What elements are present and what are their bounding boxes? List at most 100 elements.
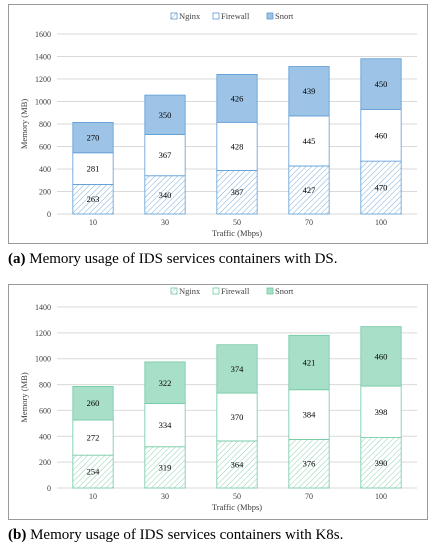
y-tick-label: 1200	[35, 329, 51, 338]
x-tick-label: 10	[89, 492, 97, 501]
legend-swatch-snort	[266, 12, 274, 20]
bar-firewall-50	[216, 392, 258, 442]
legend-swatch-snort	[266, 287, 274, 295]
data-label: 460	[375, 351, 388, 361]
data-label: 427	[303, 185, 316, 195]
legend-label-nginx: Nginx	[179, 286, 201, 296]
chart-b-panel: 0 200 400 600 800 1000 1200 1400 Memory (MB) Traf…	[8, 284, 428, 520]
bar-firewall-10	[72, 419, 114, 456]
data-label: 340	[159, 190, 172, 200]
data-label: 421	[303, 358, 316, 368]
x-tick-label: 70	[305, 218, 313, 227]
y-tick-label: 1000	[35, 98, 51, 107]
x-tick-label: 100	[375, 492, 387, 501]
x-tick-label: 70	[305, 492, 313, 501]
bar-snort-100	[360, 326, 402, 387]
legend-label-firewall: Firewall	[221, 11, 250, 21]
x-axis-label: Traffic (Mbps)	[212, 228, 262, 238]
x-tick-label: 50	[233, 492, 241, 501]
data-label: 270	[87, 133, 100, 143]
bar-snort-70	[288, 334, 330, 391]
data-label: 281	[87, 164, 100, 174]
caption-b-text: Memory usage of IDS services containers …	[26, 527, 344, 543]
data-label: 319	[159, 462, 172, 472]
data-label: 460	[375, 130, 388, 140]
y-tick-label: 600	[39, 406, 51, 415]
data-label: 364	[231, 459, 245, 469]
data-label: 439	[303, 86, 316, 96]
y-axis-label: Memory (MB)	[19, 99, 29, 149]
y-tick-label: 1200	[35, 75, 51, 84]
legend-swatch-firewall	[212, 12, 220, 20]
data-label: 370	[231, 412, 244, 422]
data-label: 322	[159, 378, 172, 388]
x-tick-label: 30	[161, 218, 169, 227]
bar-snort-30	[144, 361, 186, 404]
bar-snort-70	[288, 66, 330, 117]
x-tick-label: 10	[89, 218, 97, 227]
y-tick-label: 0	[47, 210, 51, 219]
data-label: 350	[159, 110, 172, 120]
x-tick-label: 50	[233, 218, 241, 227]
data-label: 254	[87, 467, 101, 477]
data-label: 445	[303, 136, 316, 146]
chart-a-panel: 0 200 400 600 800 1000 1200 1400 1600 Memory (MB)…	[8, 4, 428, 244]
data-label: 263	[87, 194, 100, 204]
bar-firewall-100	[360, 108, 402, 162]
caption-b-label: (b)	[8, 527, 27, 543]
data-label: 426	[231, 93, 244, 103]
bar-snort-10	[72, 385, 114, 421]
y-tick-label: 800	[39, 381, 51, 390]
data-label: 374	[231, 364, 245, 374]
bar-snort-50	[216, 73, 258, 123]
data-label: 272	[87, 433, 100, 443]
data-label: 390	[375, 458, 388, 468]
legend-label-firewall: Firewall	[221, 286, 250, 296]
data-label: 398	[375, 407, 388, 417]
data-label: 334	[159, 420, 173, 430]
legend-label-snort: Snort	[275, 286, 294, 296]
legend-swatch-nginx	[170, 287, 178, 295]
x-axis-label: Traffic (Mbps)	[212, 502, 262, 512]
bar-firewall-50	[216, 121, 258, 171]
bar-nginx-30	[144, 446, 186, 489]
x-tick-label: 30	[161, 492, 169, 501]
caption-a-label: (a)	[8, 251, 26, 267]
legend-label-snort: Snort	[275, 11, 294, 21]
data-label: 470	[375, 183, 388, 193]
legend-swatch-nginx	[170, 12, 178, 20]
data-label: 384	[303, 410, 317, 420]
data-label: 367	[159, 150, 172, 160]
legend-label-nginx: Nginx	[179, 11, 201, 21]
caption-a-text: Memory usage of IDS services containers …	[25, 251, 338, 267]
y-tick-label: 200	[39, 458, 51, 467]
data-label: 450	[375, 79, 388, 89]
bar-snort-30	[144, 94, 186, 135]
y-tick-label: 0	[47, 484, 51, 493]
y-axis-label: Memory (MB)	[19, 372, 29, 422]
data-label: 260	[87, 398, 100, 408]
caption-b: (b) Memory usage of IDS services contain…	[8, 527, 343, 544]
bar-snort-100	[360, 58, 402, 110]
data-label: 376	[303, 459, 316, 469]
bar-nginx-50	[216, 440, 258, 489]
y-tick-label: 1000	[35, 355, 51, 364]
y-tick-label: 400	[39, 432, 51, 441]
chart-b: 0 200 400 600 800 1000 1200 1400 Memory (MB) Traf…	[19, 286, 417, 512]
y-tick-label: 800	[39, 120, 51, 129]
chart-a: 0 200 400 600 800 1000 1200 1400 1600 Memory (MB)…	[19, 11, 417, 238]
y-tick-label: 400	[39, 165, 51, 174]
bar-nginx-70	[288, 165, 330, 215]
bar-snort-10	[72, 122, 114, 154]
legend-swatch-firewall	[212, 287, 220, 295]
data-label: 387	[231, 187, 244, 197]
bar-nginx-30	[144, 175, 186, 215]
data-label: 428	[231, 141, 244, 151]
bar-firewall-10	[72, 152, 114, 185]
y-tick-label: 1400	[35, 303, 51, 312]
y-tick-label: 1400	[35, 53, 51, 62]
y-tick-label: 600	[39, 143, 51, 152]
y-tick-label: 200	[39, 188, 51, 197]
caption-a: (a) Memory usage of IDS services contain…	[8, 251, 338, 268]
bar-nginx-70	[288, 438, 330, 489]
